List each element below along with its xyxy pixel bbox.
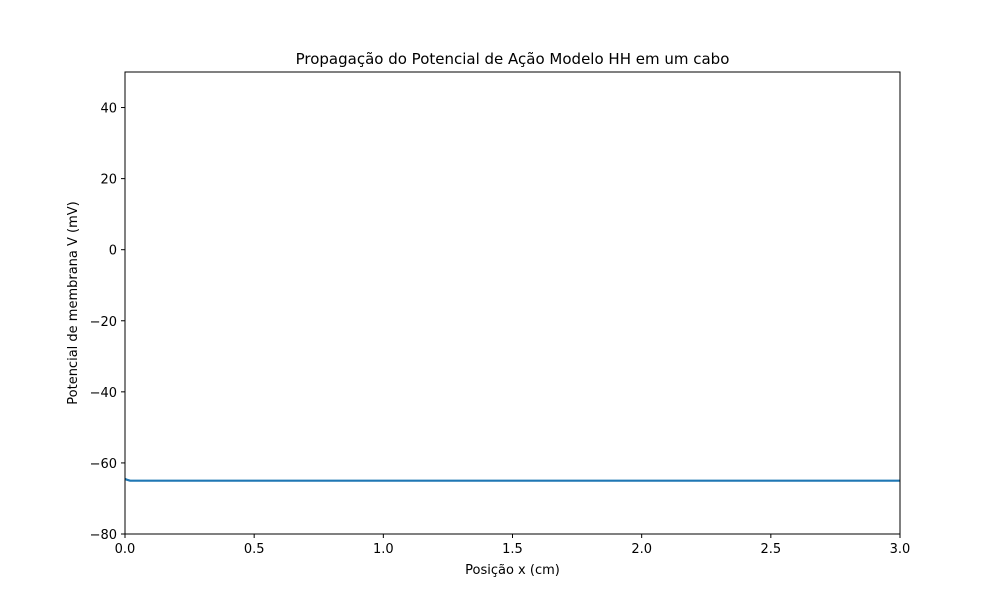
x-axis: 0.0 0.5 1.0 1.5 2.0 2.5 3.0 (115, 534, 911, 557)
plot-area (125, 72, 900, 534)
x-tick-label: 2.0 (631, 542, 652, 557)
x-tick-label: 0.5 (244, 542, 265, 557)
y-tick-label: −80 (90, 528, 117, 543)
y-axis-label: Potencial de membrana V (mV) (66, 201, 81, 404)
y-tick-label: 40 (100, 102, 117, 117)
series-line-0 (124, 477, 900, 482)
x-tick-label: 0.0 (115, 542, 136, 557)
y-tick-label: −20 (90, 315, 117, 330)
y-axis: −80 −60 −40 −20 0 20 40 (90, 102, 125, 543)
series-layer (124, 477, 900, 482)
chart-title: Propagação do Potencial de Ação Modelo H… (296, 50, 730, 68)
y-tick-label: 20 (100, 173, 117, 188)
x-axis-label: Posição x (cm) (465, 563, 560, 578)
y-tick-label: 0 (109, 244, 117, 259)
x-tick-label: 1.5 (502, 542, 523, 557)
x-tick-label: 1.0 (373, 542, 394, 557)
x-tick-label: 2.5 (760, 542, 781, 557)
y-tick-label: −60 (90, 457, 117, 472)
plot-frame (124, 71, 901, 535)
x-tick-label: 3.0 (890, 542, 911, 557)
y-tick-label: −40 (90, 386, 117, 401)
